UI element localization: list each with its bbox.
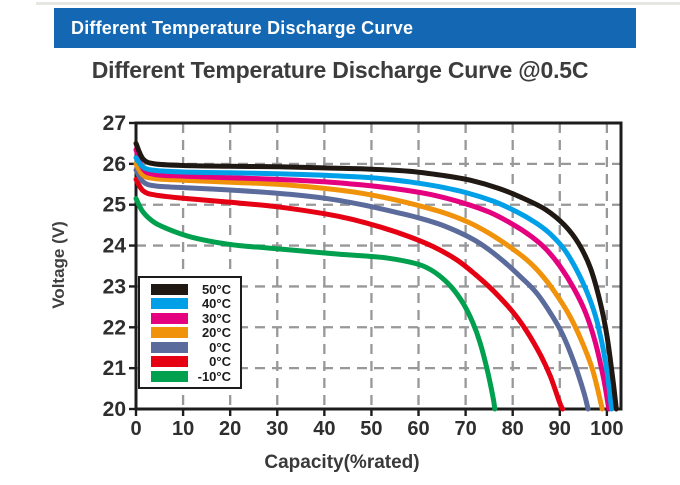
- legend-swatch: [151, 298, 188, 309]
- legend-item: 0°C: [140, 354, 240, 369]
- legend-item: 0°C: [140, 339, 240, 355]
- legend-label: 0°C: [209, 339, 231, 355]
- curve-0c: [133, 176, 566, 412]
- legend-item: 50°C: [140, 281, 240, 297]
- legend-item: 20°C: [140, 325, 240, 340]
- y-tick-label: 27: [103, 112, 126, 135]
- top-edge-line: [36, 2, 680, 5]
- x-tick-label: 70: [454, 418, 476, 440]
- legend-label: -10°C: [197, 368, 231, 384]
- x-tick-label: 60: [407, 418, 429, 440]
- legend-swatch: [151, 341, 188, 353]
- y-tick-label: 25: [103, 194, 127, 217]
- y-axis-title: Voltage (V): [49, 221, 68, 309]
- legend-swatch: [151, 370, 188, 382]
- x-axis-title: Capacity(%rated): [264, 452, 420, 473]
- legend-label: 30°C: [201, 310, 231, 326]
- y-tick-label: 23: [103, 275, 126, 298]
- page-title: Different Temperature Discharge Curve @0…: [91, 57, 589, 83]
- curve-30c: [133, 147, 612, 412]
- legend-swatch: [151, 327, 188, 338]
- plot-frame: [134, 121, 623, 411]
- legend-swatch: [151, 312, 188, 324]
- legend-item: -10°C: [140, 368, 240, 384]
- y-tick-label: 22: [103, 316, 126, 339]
- x-tick-label: 40: [313, 418, 335, 440]
- curve-40c: [133, 155, 615, 412]
- curve--10c: [133, 196, 498, 412]
- legend-label: 40°C: [201, 296, 231, 311]
- x-tick-label: 0: [130, 418, 141, 440]
- y-tick-label: 21: [103, 357, 127, 380]
- x-tick-label: 100: [590, 418, 623, 440]
- y-tick-label: 26: [103, 153, 126, 176]
- legend-item: 30°C: [140, 310, 240, 326]
- curve-0c: [133, 167, 591, 412]
- x-tick-label: 80: [502, 418, 524, 440]
- legend-swatch: [151, 356, 188, 367]
- y-tick-label: 24: [103, 235, 127, 258]
- y-tick-label: 20: [103, 398, 126, 421]
- legend-label: 50°C: [201, 281, 231, 297]
- x-tick-label: 30: [266, 418, 288, 440]
- legend-swatch: [151, 283, 188, 295]
- banner-title: Different Temperature Discharge Curve: [71, 17, 414, 38]
- curve-50c: [133, 140, 619, 412]
- legend-label: 0°C: [209, 354, 231, 369]
- legend-label: 20°C: [201, 325, 231, 340]
- legend-item: 40°C: [140, 296, 240, 311]
- chart-legend: 50°C 40°C 30°C 20°C 0°C 0°C -10°C: [138, 276, 242, 389]
- x-tick-label: 10: [172, 418, 194, 440]
- banner: Different Temperature Discharge Curve: [54, 8, 636, 48]
- curve-20c: [133, 161, 605, 412]
- x-tick-label: 90: [549, 418, 571, 440]
- x-tick-label: 50: [360, 418, 382, 440]
- x-tick-label: 20: [219, 418, 241, 440]
